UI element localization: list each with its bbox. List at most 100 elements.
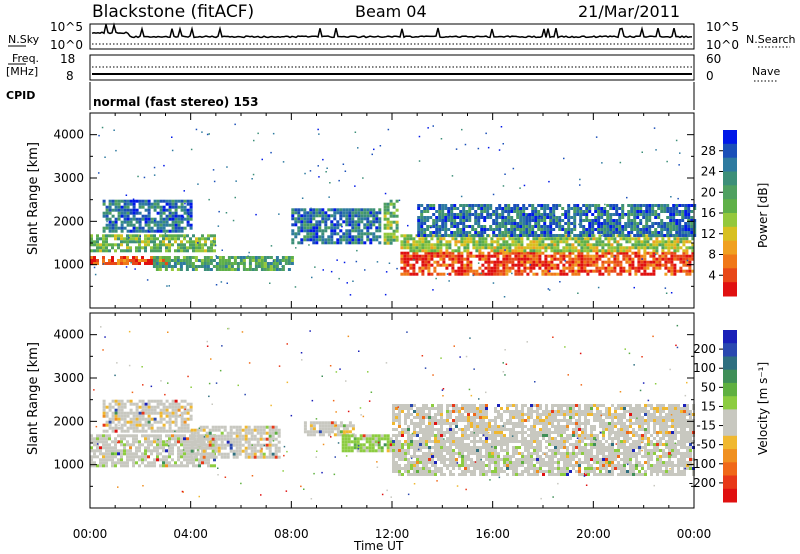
heatmap-cell	[427, 246, 431, 250]
heatmap-cell	[567, 216, 571, 219]
heatmap-cell	[440, 455, 443, 458]
heatmap-cell	[602, 455, 605, 458]
heatmap-cell	[463, 246, 467, 250]
heatmap-cell	[111, 246, 114, 250]
heatmap-cell	[260, 268, 264, 271]
heatmap-cell	[555, 234, 559, 237]
heatmap-cell	[526, 251, 530, 255]
heatmap-cell	[479, 467, 482, 470]
heatmap-cell	[605, 458, 608, 461]
heatmap-cell	[426, 219, 430, 222]
heatmap-cell	[598, 243, 602, 247]
heatmap-cell	[465, 225, 469, 228]
heatmap-cell	[123, 256, 126, 259]
heatmap-cell	[432, 231, 436, 234]
heatmap-cell	[327, 241, 331, 245]
heatmap-cell	[177, 226, 181, 230]
heatmap-cell	[495, 210, 499, 213]
heatmap-cell	[111, 455, 114, 459]
heatmap-cell	[102, 243, 105, 247]
heatmap-cell	[324, 226, 328, 230]
heatmap-cell	[467, 464, 470, 467]
heatmap-cell	[207, 237, 210, 241]
heatmap-cell	[657, 207, 661, 210]
heatmap-cell	[545, 452, 548, 455]
heatmap-cell	[315, 235, 319, 239]
heatmap-cell	[398, 458, 401, 461]
heatmap-cell	[138, 205, 142, 209]
heatmap-cell	[496, 251, 500, 255]
heatmap-cell	[262, 455, 266, 459]
heatmap-cell	[553, 254, 557, 258]
heatmap-cell	[417, 231, 421, 234]
heatmap-cell	[543, 228, 547, 231]
heatmap-cell	[552, 222, 556, 225]
heatmap-cell	[568, 249, 572, 253]
heatmap-cell	[150, 234, 153, 238]
heatmap-cell	[321, 229, 325, 233]
heatmap-cell	[144, 259, 147, 262]
heatmap-cell	[630, 210, 634, 213]
heatmap-cell	[562, 237, 566, 241]
heatmap-cell	[202, 425, 206, 429]
heatmap-cell	[490, 240, 494, 244]
heatmap-cell	[427, 266, 431, 270]
heatmap-cell	[459, 210, 463, 213]
heatmap-cell	[550, 260, 554, 264]
heatmap-cell	[141, 461, 144, 465]
heatmap-cell	[452, 461, 455, 464]
heatmap-cell	[678, 231, 682, 234]
heatmap-cell	[275, 265, 279, 268]
heatmap-cell	[180, 440, 183, 444]
heatmap-cell	[535, 263, 539, 267]
heatmap-cell	[569, 464, 572, 467]
heatmap-cell	[347, 446, 351, 450]
heatmap-cell	[658, 243, 662, 247]
heatmap-cell	[644, 446, 647, 449]
heatmap-cell	[395, 223, 399, 227]
heatmap-cell	[241, 434, 245, 438]
heatmap-cell	[564, 216, 568, 219]
heatmap-cell	[693, 219, 697, 222]
heatmap-cell	[183, 249, 186, 253]
heatmap-cell	[526, 237, 530, 241]
heatmap-cell	[567, 222, 571, 225]
heatmap-cell	[540, 219, 544, 222]
heatmap-cell	[170, 268, 174, 271]
heatmap-cell	[520, 237, 524, 241]
heatmap-cell	[609, 207, 613, 210]
heatmap-cell	[132, 223, 136, 227]
heatmap-cell	[430, 251, 434, 255]
heatmap-cell	[433, 249, 437, 253]
heatmap-cell	[440, 452, 443, 455]
heatmap-cell	[601, 260, 605, 264]
heatmap-cell	[456, 207, 460, 210]
heatmap-cell	[412, 240, 416, 244]
heatmap-cell	[348, 241, 352, 245]
heatmap-cell	[242, 259, 246, 262]
heatmap-cell	[168, 437, 171, 441]
heatmap-cell	[619, 249, 623, 253]
heatmap-speck	[190, 148, 193, 151]
heatmap-cell	[522, 207, 526, 210]
heatmap-cell	[180, 229, 184, 233]
heatmap-cell	[315, 223, 319, 227]
heatmap-cell	[526, 260, 530, 264]
heatmap-cell	[557, 461, 560, 464]
heatmap-cell	[114, 414, 118, 418]
heatmap-cell	[159, 246, 162, 250]
heatmap-cell	[105, 455, 108, 459]
heatmap-cell	[473, 461, 476, 464]
heatmap-cell	[410, 464, 413, 467]
heatmap-cell	[378, 223, 382, 227]
heatmap-cell	[471, 234, 475, 237]
heatmap-cell	[494, 452, 497, 455]
heatmap-speck	[653, 127, 656, 129]
heatmap-cell	[201, 249, 204, 253]
heatmap-cell	[144, 223, 148, 227]
heatmap-cell	[141, 246, 144, 250]
heatmap-cell	[174, 443, 177, 447]
heatmap-cell	[592, 257, 596, 261]
heatmap-cell	[386, 208, 390, 212]
heatmap-cell	[392, 211, 396, 215]
